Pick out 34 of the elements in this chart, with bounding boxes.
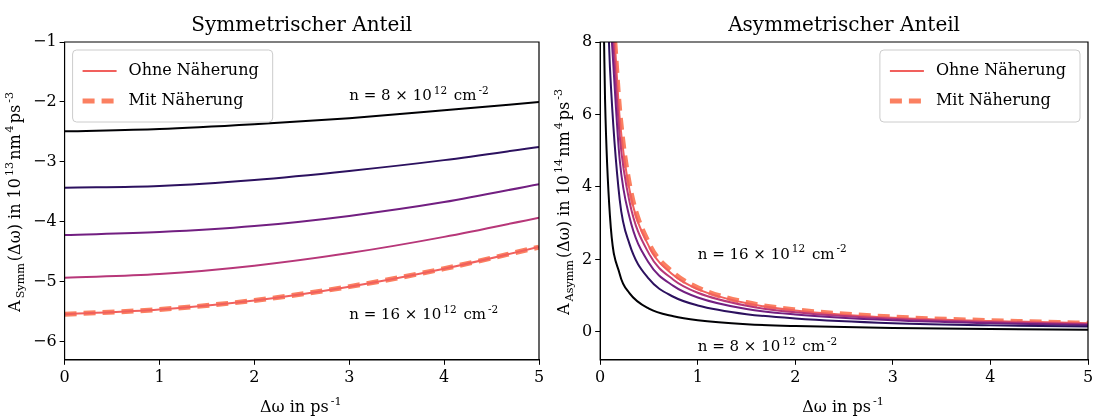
y-tick-label: −5: [32, 271, 57, 291]
y-tick-label: −2: [32, 91, 57, 111]
y-tick-label: 0: [581, 321, 593, 341]
x-tick-label: 3: [344, 366, 355, 386]
legend-label: Mit Näherung: [935, 90, 1051, 110]
x-tick-label: 2: [790, 366, 801, 386]
y-tick-label: 2: [581, 248, 593, 268]
y-tick-label: −3: [32, 151, 57, 171]
y-tick-label: −4: [32, 211, 57, 231]
x-tick-label: 4: [439, 366, 450, 386]
legend-label: Mit Näherung: [128, 90, 244, 110]
chart-title: Asymmetrischer Anteil: [727, 12, 961, 37]
y-axis-title: ASymm(Δω) in 1013nm4ps-3: [3, 91, 27, 313]
line-series: [64, 145, 539, 189]
y-tick-label: −6: [32, 330, 57, 350]
y-tick-label: −1: [32, 31, 57, 51]
legend-label: Ohne Näherung: [128, 60, 259, 80]
y-tick-label: 4: [581, 176, 593, 196]
line-series: [64, 216, 539, 279]
x-tick-label: 2: [249, 366, 260, 386]
x-tick-label: 1: [154, 366, 165, 386]
y-axis-title: AAsymm(Δω) in 1014nm4ps-3: [552, 88, 576, 316]
chart-title: Symmetrischer Anteil: [191, 12, 413, 37]
x-tick-label: 0: [595, 366, 606, 386]
x-tick-label: 3: [887, 366, 898, 386]
y-tick-label: 8: [581, 31, 593, 51]
legend-label: Ohne Näherung: [935, 60, 1066, 80]
x-tick-label: 5: [1082, 366, 1094, 386]
y-tick-label: 6: [581, 103, 593, 123]
line-series: [64, 183, 539, 237]
x-tick-label: 1: [692, 366, 703, 386]
x-tick-label: 5: [533, 366, 545, 386]
x-tick-label: 4: [985, 366, 996, 386]
x-tick-label: 0: [59, 366, 70, 386]
